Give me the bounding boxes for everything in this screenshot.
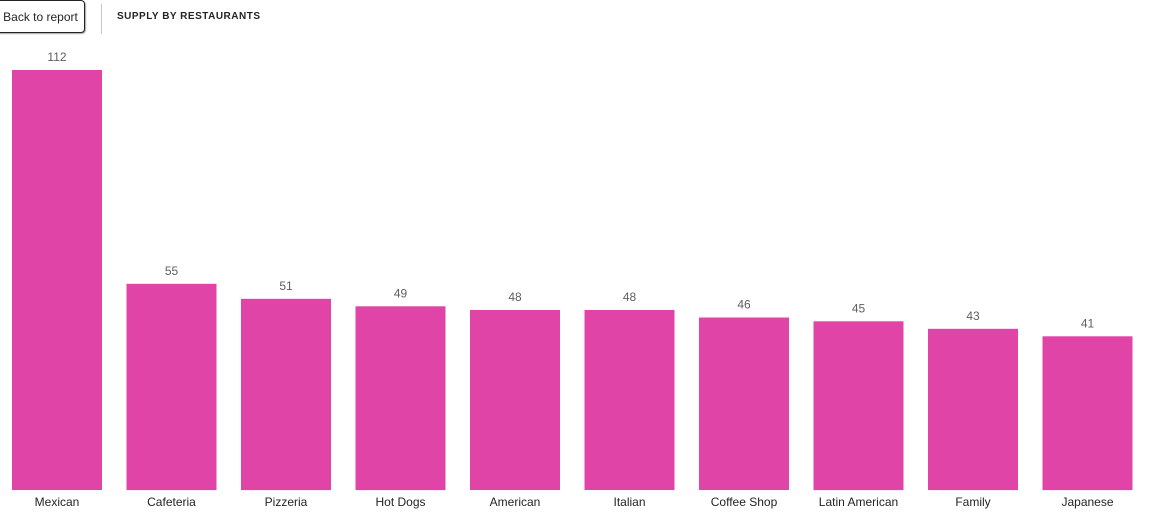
value-label: 112 — [47, 50, 66, 64]
bar-cafeteria[interactable] — [126, 283, 217, 491]
category-label: Cafeteria — [147, 495, 196, 509]
category-label: American — [490, 495, 541, 509]
value-label: 41 — [1081, 316, 1095, 330]
bar-american[interactable] — [470, 310, 560, 490]
top-bar: Back to report SUPPLY BY RESTAURANTS — [0, 0, 1149, 36]
bar-family[interactable] — [928, 328, 1018, 491]
value-label: 43 — [966, 309, 980, 323]
category-label: Japanese — [1061, 495, 1113, 509]
value-label: 45 — [852, 301, 866, 315]
category-label: Hot Dogs — [375, 495, 425, 509]
header-divider — [101, 4, 102, 34]
category-label: Mexican — [35, 495, 80, 509]
chart-title: SUPPLY BY RESTAURANTS — [117, 11, 261, 22]
bar-japanese[interactable] — [1042, 336, 1133, 491]
value-label: 48 — [623, 290, 637, 304]
category-label: Family — [955, 495, 990, 509]
value-label: 49 — [394, 286, 408, 300]
value-label: 51 — [279, 279, 293, 293]
category-label: Latin American — [819, 495, 898, 509]
value-label: 55 — [165, 264, 179, 278]
bars-group — [12, 70, 1133, 491]
category-labels-group: Mexican Cafeteria Pizzeria Hot Dogs American… — [35, 495, 1114, 509]
category-label: Coffee Shop — [711, 495, 778, 509]
bar-hot-dogs[interactable] — [355, 306, 446, 491]
bar-chart: 112 55 51 49 48 48 46 45 43 41 Mexican Cafeteria Pi… — [12, 50, 1133, 509]
bar-coffee-shop[interactable] — [699, 317, 789, 491]
bar-italian[interactable] — [584, 310, 675, 490]
bar-latin-american[interactable] — [813, 321, 904, 491]
value-label: 48 — [508, 290, 522, 304]
bar-pizzeria[interactable] — [241, 298, 331, 491]
category-label: Italian — [613, 495, 645, 509]
bar-mexican[interactable] — [12, 70, 102, 490]
category-label: Pizzeria — [265, 495, 308, 509]
back-to-report-button[interactable]: Back to report — [0, 0, 85, 33]
value-label: 46 — [737, 298, 751, 312]
value-labels-group: 112 55 51 49 48 48 46 45 43 41 — [47, 50, 1094, 330]
